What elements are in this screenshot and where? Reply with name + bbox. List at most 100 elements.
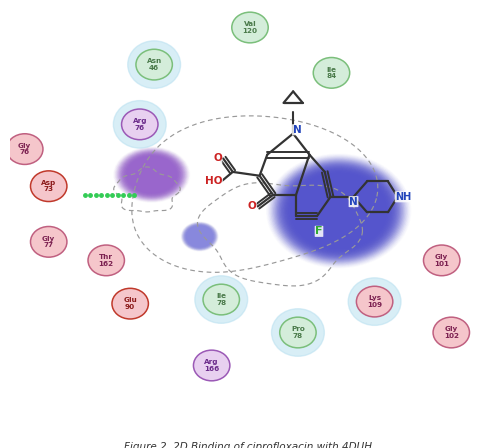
Ellipse shape (348, 278, 401, 325)
Ellipse shape (182, 223, 218, 250)
Ellipse shape (114, 101, 166, 148)
Ellipse shape (272, 158, 406, 263)
Ellipse shape (188, 228, 211, 246)
Ellipse shape (124, 155, 180, 195)
Text: Gly
77: Gly 77 (42, 236, 56, 248)
Ellipse shape (119, 151, 184, 198)
Ellipse shape (433, 317, 470, 348)
Ellipse shape (289, 172, 388, 250)
Ellipse shape (186, 226, 213, 247)
Ellipse shape (294, 176, 384, 246)
Ellipse shape (194, 350, 230, 381)
Text: Asp
73: Asp 73 (41, 180, 56, 193)
Ellipse shape (270, 157, 407, 265)
Ellipse shape (118, 150, 186, 199)
Ellipse shape (30, 171, 67, 202)
Ellipse shape (126, 156, 178, 194)
Ellipse shape (314, 57, 350, 88)
Text: Lys
109: Lys 109 (367, 295, 382, 308)
Ellipse shape (278, 164, 399, 258)
Text: N: N (349, 197, 358, 207)
Text: Val
120: Val 120 (242, 21, 258, 34)
Text: Figure 2. 2D Binding of ciprofloxacin with 4DUH.: Figure 2. 2D Binding of ciprofloxacin wi… (124, 442, 376, 448)
Ellipse shape (184, 224, 216, 249)
Ellipse shape (277, 162, 400, 259)
Ellipse shape (120, 151, 184, 198)
Text: Glu
90: Glu 90 (124, 297, 137, 310)
Ellipse shape (272, 309, 324, 356)
Ellipse shape (188, 227, 212, 246)
Ellipse shape (6, 134, 43, 164)
Ellipse shape (128, 41, 180, 88)
Ellipse shape (88, 245, 124, 276)
Ellipse shape (182, 223, 216, 250)
Ellipse shape (112, 289, 148, 319)
Ellipse shape (30, 227, 67, 257)
Ellipse shape (184, 224, 216, 249)
Text: Asn
46: Asn 46 (146, 58, 162, 71)
Ellipse shape (185, 225, 214, 248)
Ellipse shape (129, 158, 174, 191)
Text: Ile
84: Ile 84 (326, 67, 336, 79)
Text: O: O (213, 154, 222, 164)
Ellipse shape (122, 109, 158, 140)
Ellipse shape (120, 152, 183, 197)
Text: NH: NH (395, 192, 411, 202)
Ellipse shape (296, 177, 382, 245)
Ellipse shape (118, 151, 185, 199)
Ellipse shape (186, 225, 214, 248)
Ellipse shape (186, 226, 214, 247)
Ellipse shape (292, 175, 384, 247)
Ellipse shape (116, 148, 188, 201)
Ellipse shape (288, 171, 390, 251)
Text: Gly
102: Gly 102 (444, 326, 459, 339)
Ellipse shape (128, 157, 176, 192)
Ellipse shape (280, 164, 398, 258)
Ellipse shape (195, 276, 248, 323)
Ellipse shape (183, 224, 216, 250)
Ellipse shape (203, 284, 239, 315)
Ellipse shape (184, 224, 215, 248)
Ellipse shape (282, 166, 395, 255)
Text: Arg
166: Arg 166 (204, 359, 220, 372)
Text: Pro
78: Pro 78 (291, 326, 305, 339)
Ellipse shape (232, 12, 268, 43)
Ellipse shape (188, 227, 212, 246)
Ellipse shape (121, 152, 182, 197)
Ellipse shape (122, 154, 181, 196)
Ellipse shape (269, 156, 408, 266)
Text: HO: HO (205, 177, 222, 186)
Ellipse shape (296, 178, 380, 244)
Ellipse shape (124, 155, 179, 194)
Ellipse shape (122, 153, 182, 196)
Ellipse shape (184, 224, 216, 249)
Ellipse shape (424, 245, 460, 276)
Ellipse shape (285, 168, 393, 254)
Ellipse shape (188, 228, 211, 245)
Ellipse shape (130, 159, 174, 191)
Ellipse shape (136, 49, 172, 80)
Ellipse shape (117, 150, 186, 200)
Ellipse shape (126, 155, 178, 194)
Text: Ile
78: Ile 78 (216, 293, 226, 306)
Ellipse shape (280, 317, 316, 348)
Ellipse shape (281, 165, 396, 256)
Ellipse shape (292, 174, 386, 248)
Ellipse shape (187, 226, 212, 246)
Ellipse shape (124, 154, 180, 195)
Text: O: O (248, 202, 256, 211)
Ellipse shape (182, 223, 217, 250)
Ellipse shape (290, 172, 387, 249)
Text: Gly
76: Gly 76 (18, 143, 32, 155)
Ellipse shape (116, 149, 187, 200)
Ellipse shape (286, 169, 391, 252)
Ellipse shape (184, 225, 214, 248)
Text: F: F (316, 226, 323, 237)
Ellipse shape (186, 226, 214, 247)
Ellipse shape (273, 159, 404, 263)
Text: Arg
76: Arg 76 (132, 118, 147, 131)
Text: Gly
101: Gly 101 (434, 254, 449, 267)
Ellipse shape (189, 228, 210, 245)
Ellipse shape (126, 156, 177, 193)
Ellipse shape (284, 168, 394, 254)
